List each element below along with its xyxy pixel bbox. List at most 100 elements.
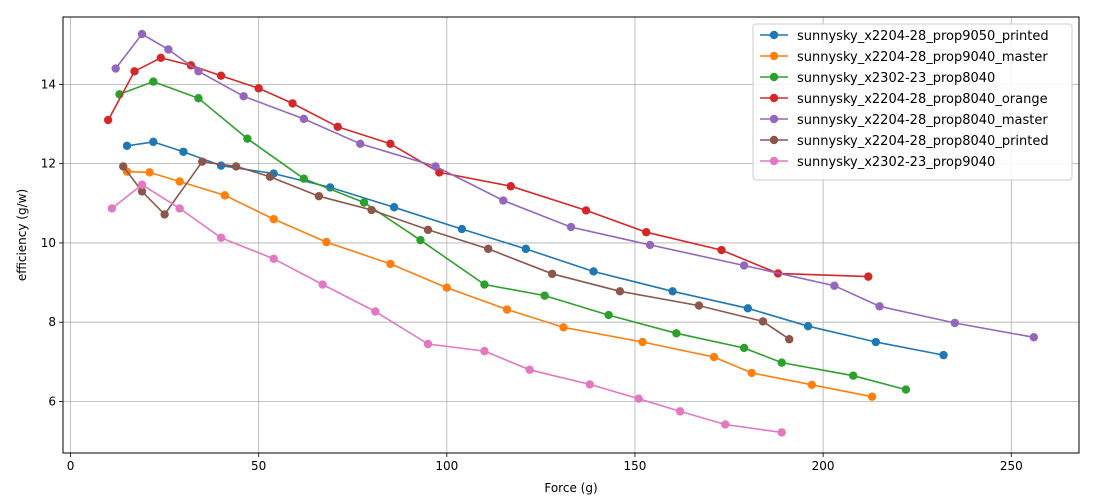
y-tick-label: 10 xyxy=(41,236,56,250)
data-point xyxy=(777,358,786,367)
data-point xyxy=(122,141,132,151)
y-tick-label: 12 xyxy=(41,157,56,171)
series-7 xyxy=(107,180,786,437)
data-point xyxy=(314,191,324,201)
series-5 xyxy=(111,29,1039,342)
data-point xyxy=(179,147,188,156)
data-point xyxy=(423,225,433,235)
data-point xyxy=(939,350,948,360)
x-tick-label: 100 xyxy=(435,459,458,473)
x-tick-label: 150 xyxy=(624,459,647,473)
data-point xyxy=(830,281,839,290)
data-point xyxy=(318,280,327,289)
data-point xyxy=(739,261,749,270)
legend-entry: sunnysky_x2204-28_prop8040_master xyxy=(760,113,1048,128)
data-point xyxy=(645,240,655,250)
series-3 xyxy=(115,77,911,394)
y-tick-label: 6 xyxy=(48,394,56,408)
data-point xyxy=(243,134,252,143)
legend-entry: sunnysky_x2204-28_prop8040_orange xyxy=(760,92,1048,107)
data-point xyxy=(386,259,395,269)
series-line xyxy=(107,56,869,278)
data-point xyxy=(585,380,595,389)
data-point xyxy=(717,245,726,255)
legend-entry: sunnysky_x2204-28_prop9040_master xyxy=(760,50,1048,65)
data-point xyxy=(615,287,625,296)
data-point xyxy=(359,198,369,207)
data-point xyxy=(721,420,730,429)
data-point xyxy=(371,307,380,316)
data-point xyxy=(581,206,591,215)
data-point xyxy=(299,174,309,183)
data-point xyxy=(480,346,489,356)
data-point xyxy=(175,177,184,186)
legend-marker xyxy=(769,114,779,124)
data-point xyxy=(634,394,643,403)
data-point xyxy=(216,71,226,80)
axes: 0 50 100 150 200 250 6 8 10 12 14 xyxy=(41,77,1023,473)
y-tick-label: 14 xyxy=(41,77,56,91)
legend-marker xyxy=(769,156,779,166)
data-point xyxy=(416,235,425,245)
legend: sunnysky_x2204-28_prop9050_printedsunnys… xyxy=(752,23,1073,181)
data-point xyxy=(254,84,263,93)
data-point xyxy=(239,92,248,101)
data-point xyxy=(506,182,515,191)
legend-label: sunnysky_x2204-28_prop8040_master xyxy=(797,113,1048,128)
plot-frame xyxy=(62,16,1080,454)
data-point xyxy=(137,180,147,189)
data-point xyxy=(149,77,158,86)
legend-marker xyxy=(769,30,779,40)
series-line xyxy=(122,160,790,340)
data-point xyxy=(638,337,647,347)
data-point xyxy=(160,210,169,219)
data-point xyxy=(559,323,568,332)
data-point xyxy=(216,233,226,242)
data-point xyxy=(103,115,113,125)
data-point xyxy=(231,162,241,171)
data-point xyxy=(566,222,576,232)
data-point xyxy=(807,380,817,390)
data-point xyxy=(777,428,786,437)
data-point xyxy=(175,204,184,213)
y-tick-label: 8 xyxy=(48,315,56,329)
data-point xyxy=(220,191,230,200)
data-point xyxy=(1029,333,1039,342)
data-point xyxy=(130,67,139,76)
data-point xyxy=(484,244,493,254)
data-point xyxy=(265,172,275,181)
legend-label: sunnysky_x2204-28_prop9040_master xyxy=(797,50,1048,65)
legend-marker xyxy=(769,72,779,82)
x-tick-label: 50 xyxy=(251,459,266,473)
data-point xyxy=(604,310,613,320)
data-point xyxy=(322,237,331,247)
data-point xyxy=(386,139,395,149)
legend-label: sunnysky_x2204-28_prop8040_orange xyxy=(797,92,1048,107)
data-point xyxy=(875,302,884,311)
legend-label: sunnysky_x2302-23_prop8040 xyxy=(797,71,995,86)
legend-marker xyxy=(769,93,779,103)
data-point xyxy=(137,29,147,39)
data-point xyxy=(499,196,508,205)
data-point xyxy=(803,321,813,331)
data-point xyxy=(457,224,467,234)
data-point xyxy=(849,371,858,380)
data-point xyxy=(164,45,173,54)
data-point xyxy=(642,228,651,237)
data-point xyxy=(502,305,512,314)
data-point xyxy=(389,203,399,212)
data-point xyxy=(747,368,756,378)
data-point xyxy=(137,187,147,196)
data-point xyxy=(107,204,117,213)
series-2 xyxy=(122,167,877,401)
series-4 xyxy=(103,53,873,281)
data-point xyxy=(194,94,203,103)
data-point xyxy=(194,67,203,76)
data-point xyxy=(111,64,120,73)
data-point xyxy=(149,137,158,147)
series-layer xyxy=(103,29,1039,437)
data-point xyxy=(431,162,440,171)
data-point xyxy=(521,244,531,254)
data-point xyxy=(785,335,794,344)
